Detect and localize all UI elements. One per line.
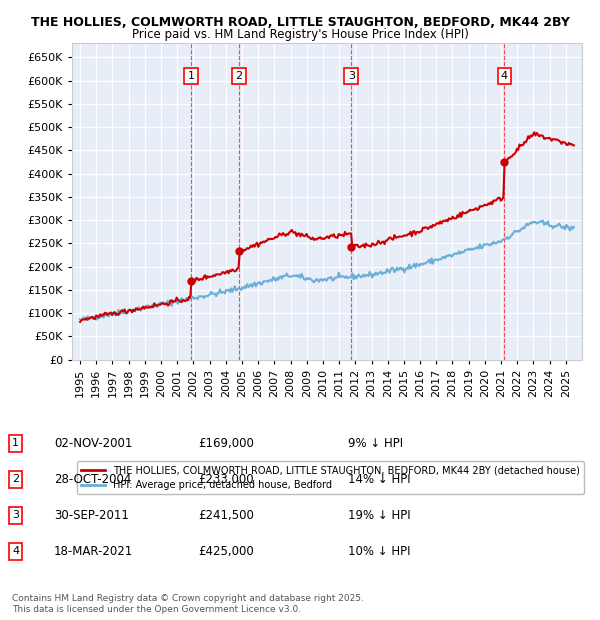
Text: Contains HM Land Registry data © Crown copyright and database right 2025.
This d: Contains HM Land Registry data © Crown c…	[12, 595, 364, 614]
Text: £169,000: £169,000	[198, 437, 254, 450]
Text: £233,000: £233,000	[198, 473, 254, 485]
Text: 1: 1	[12, 438, 19, 448]
Text: £241,500: £241,500	[198, 509, 254, 521]
Text: 10% ↓ HPI: 10% ↓ HPI	[348, 545, 410, 557]
Text: 4: 4	[501, 71, 508, 81]
Text: 28-OCT-2004: 28-OCT-2004	[54, 473, 131, 485]
Text: 19% ↓ HPI: 19% ↓ HPI	[348, 509, 410, 521]
Text: 9% ↓ HPI: 9% ↓ HPI	[348, 437, 403, 450]
Text: 2: 2	[12, 474, 19, 484]
Text: 3: 3	[348, 71, 355, 81]
Text: 3: 3	[12, 510, 19, 520]
Text: Price paid vs. HM Land Registry's House Price Index (HPI): Price paid vs. HM Land Registry's House …	[131, 28, 469, 41]
Text: £425,000: £425,000	[198, 545, 254, 557]
Text: 1: 1	[187, 71, 194, 81]
Text: 18-MAR-2021: 18-MAR-2021	[54, 545, 133, 557]
Legend: THE HOLLIES, COLMWORTH ROAD, LITTLE STAUGHTON, BEDFORD, MK44 2BY (detached house: THE HOLLIES, COLMWORTH ROAD, LITTLE STAU…	[77, 461, 584, 494]
Text: 4: 4	[12, 546, 19, 556]
Text: 14% ↓ HPI: 14% ↓ HPI	[348, 473, 410, 485]
Text: 02-NOV-2001: 02-NOV-2001	[54, 437, 133, 450]
Text: THE HOLLIES, COLMWORTH ROAD, LITTLE STAUGHTON, BEDFORD, MK44 2BY: THE HOLLIES, COLMWORTH ROAD, LITTLE STAU…	[31, 16, 569, 29]
Text: 30-SEP-2011: 30-SEP-2011	[54, 509, 129, 521]
Text: 2: 2	[236, 71, 242, 81]
